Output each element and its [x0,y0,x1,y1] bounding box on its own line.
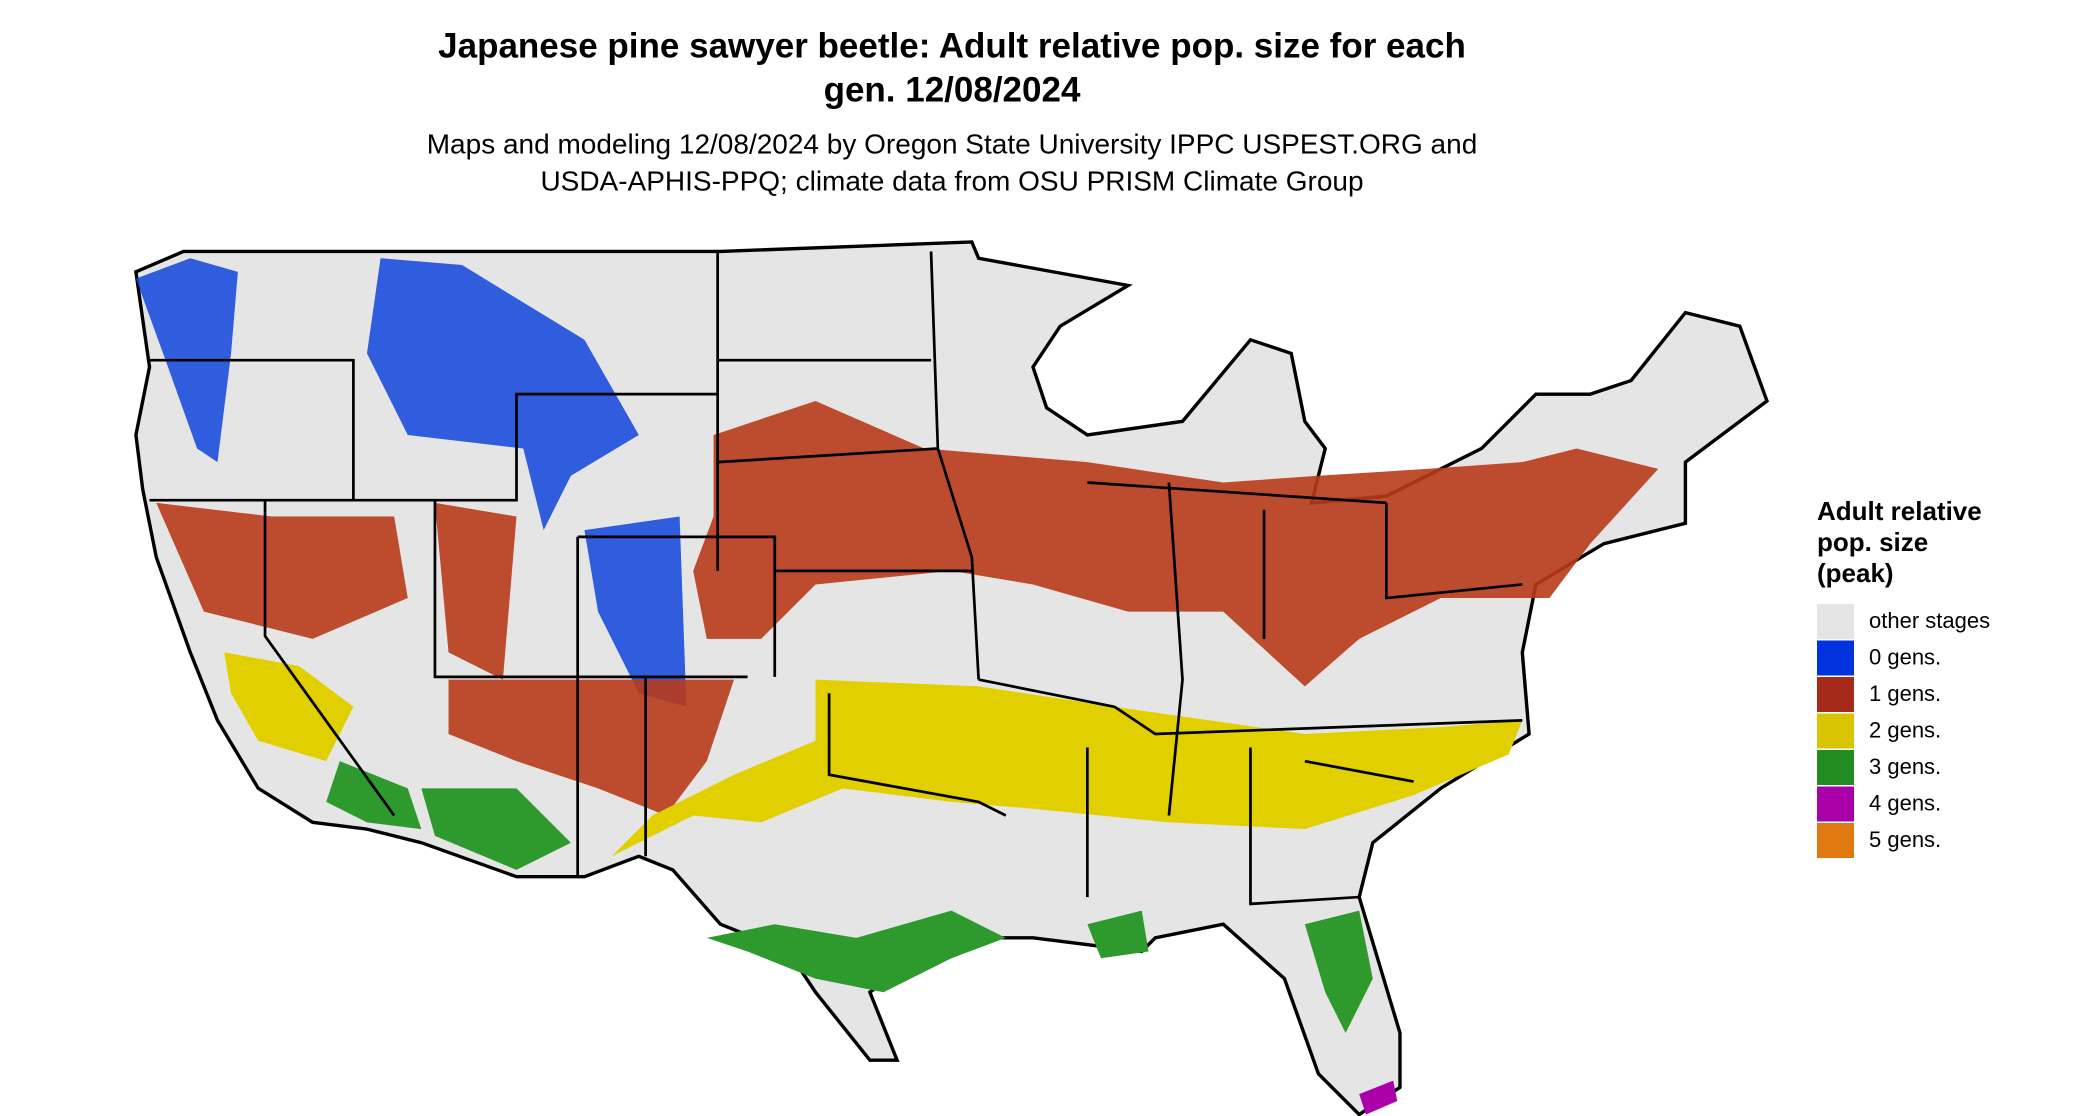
legend-swatch [1817,823,1854,858]
legend-title: Adult relative [1817,496,1982,526]
legend-label: 1 gens. [1869,681,1941,706]
legend-swatch [1817,713,1854,749]
legend-swatch [1817,750,1854,785]
titles: Japanese pine sawyer beetle: Adult relat… [427,26,1478,196]
zone-3-gens [326,761,1373,1033]
legend-label: 5 gens. [1869,827,1941,852]
legend-swatch [1817,677,1854,712]
legend-label: other stages [1869,608,1990,633]
legend-label: 2 gens. [1869,717,1941,742]
state-lines [149,251,1523,906]
subtitle: Maps and modeling 12/08/2024 by Oregon S… [427,128,1478,159]
legend-label: 4 gens. [1869,790,1941,815]
legend-swatch [1817,604,1854,639]
legend-label: 3 gens. [1869,754,1941,779]
zone-0-gens [135,258,687,707]
zone-1-gens [156,400,1659,816]
legend-swatch [1817,640,1854,676]
legend-title: pop. size [1817,527,1928,557]
chart-title: gen. 12/08/2024 [824,70,1081,109]
subtitle: USDA-APHIS-PPQ; climate data from OSU PR… [540,165,1363,196]
map [134,240,1769,1116]
legend-title: (peak) [1817,558,1894,588]
zone-4-gens [1359,1080,1398,1115]
chart-title: Japanese pine sawyer beetle: Adult relat… [438,26,1466,65]
legend-swatch [1817,786,1854,822]
legend-label: 0 gens. [1869,644,1941,669]
zone-2-gens [224,652,1523,857]
